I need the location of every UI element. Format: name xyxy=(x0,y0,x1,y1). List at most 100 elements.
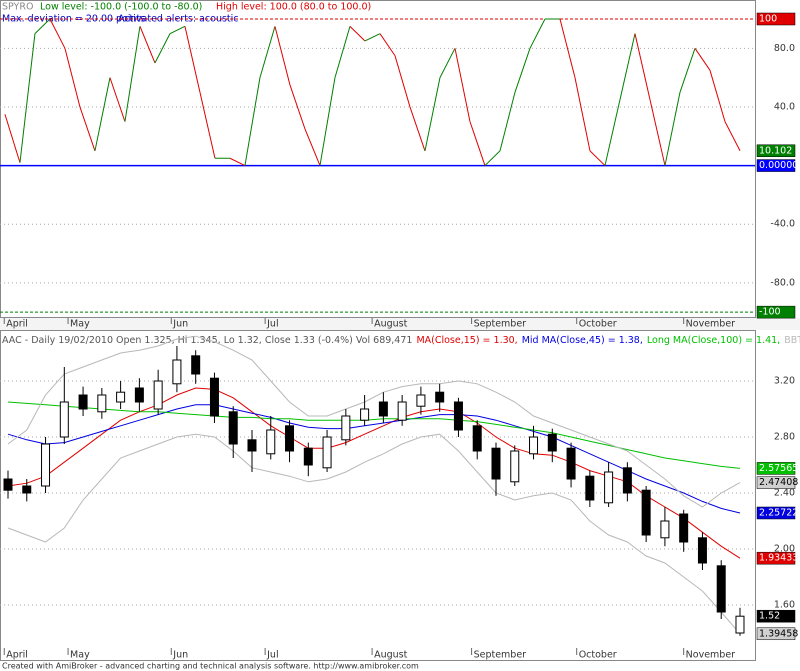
month-label: May xyxy=(70,319,90,330)
candle-body xyxy=(453,401,463,431)
oscillator-segment xyxy=(364,33,381,42)
max-deviation: Max. deviation = 20.00 points xyxy=(2,14,145,25)
oscillator-segment xyxy=(34,18,51,35)
oscillator-segment xyxy=(274,26,291,86)
indicator-line xyxy=(7,404,741,514)
value-tag xyxy=(756,506,796,520)
oscillator-segment xyxy=(724,121,741,151)
candle-body xyxy=(472,425,482,452)
oscillator-segment xyxy=(79,106,96,152)
y-tick-label: 80.0 xyxy=(774,43,795,54)
oscillator-segment xyxy=(454,48,471,122)
candle-body xyxy=(209,377,219,417)
oscillator-segment xyxy=(4,114,21,163)
candle-body xyxy=(716,565,726,613)
candle-body xyxy=(679,513,689,543)
price-header: AAC - Daily 19/02/2010 Open 1.325, Hi 1.… xyxy=(2,335,800,346)
indicator-line xyxy=(7,335,741,508)
month-label: August xyxy=(374,650,408,661)
value-tag-label: 10.102 xyxy=(759,145,792,156)
oscillator-segment xyxy=(169,25,186,35)
value-tag xyxy=(756,305,796,319)
indicator-line xyxy=(7,433,741,635)
value-tag-label: 1.39458 xyxy=(759,628,798,639)
indicator-name: SPYRO xyxy=(2,2,33,13)
month-label: May xyxy=(70,650,90,661)
month-label: November xyxy=(686,319,736,330)
value-tag-label: 2.57565 xyxy=(759,463,798,474)
candle-body xyxy=(510,450,520,483)
oscillator-segment xyxy=(484,150,501,166)
oscillator-segment xyxy=(709,70,726,122)
legend-entry: BBTop(Close,15,2) = 1.37, BB xyxy=(784,335,800,346)
oscillator-segment xyxy=(259,26,276,78)
value-tag xyxy=(756,551,796,565)
value-tag xyxy=(756,159,796,172)
oscillator-segment xyxy=(499,92,516,152)
value-tag xyxy=(756,627,796,641)
candle-body xyxy=(322,436,332,469)
oscillator-segment xyxy=(124,26,141,122)
month-label: October xyxy=(579,650,617,661)
legend-entry: Mid MA(Close,45) = 1.38, xyxy=(522,335,643,346)
value-tag xyxy=(756,476,796,489)
oscillator-segment xyxy=(559,18,576,78)
candle-body xyxy=(153,380,163,410)
candle-body xyxy=(604,471,614,504)
y-tick-label: 3.20 xyxy=(774,376,795,387)
oscillator-segment xyxy=(199,92,216,159)
candle-body xyxy=(378,401,388,417)
month-label: October xyxy=(579,319,617,330)
oscillator-segment xyxy=(109,77,126,122)
oscillator-segment xyxy=(19,33,36,163)
month-label: Jul xyxy=(266,319,278,330)
oscillator-segment xyxy=(349,25,366,42)
oscillator-segment xyxy=(139,26,156,64)
candle-body xyxy=(660,520,670,539)
month-label: Jun xyxy=(172,319,188,330)
candle-body xyxy=(97,394,107,413)
oscillator-segment xyxy=(694,48,711,71)
oscillator-segment xyxy=(64,48,81,108)
y-tick-label: 1.60 xyxy=(774,600,795,611)
candle-body xyxy=(416,394,426,407)
candle-body xyxy=(435,391,445,403)
value-tag-label: 2.47408 xyxy=(759,477,798,488)
value-tag xyxy=(756,12,796,26)
month-label: August xyxy=(374,319,408,330)
value-tag-label: -100 xyxy=(759,307,781,318)
candle-body xyxy=(228,411,238,445)
candle-body xyxy=(566,447,576,480)
y-tick-label: 40.0 xyxy=(774,101,795,112)
candle-body xyxy=(585,475,595,501)
oscillator-segment xyxy=(424,77,441,152)
low-level: Low level: -100.0 (-100.0 to -80.0) xyxy=(40,2,202,13)
oscillator-segment xyxy=(619,33,636,100)
candle-body xyxy=(41,443,51,487)
oscillator-segment xyxy=(319,77,336,166)
oscillator-segment xyxy=(574,77,591,152)
value-tag-label: 1.52 xyxy=(759,611,780,622)
oscillator-segment xyxy=(244,77,261,166)
oscillator-segment xyxy=(379,33,396,56)
candle-body xyxy=(697,537,707,564)
indicator-line xyxy=(7,387,741,559)
candle-body xyxy=(172,359,182,385)
oscillator-segment xyxy=(184,26,201,93)
month-label: September xyxy=(474,650,527,661)
legend-entry: MA(Close,15) = 1.30, xyxy=(416,335,517,346)
oscillator-segment xyxy=(304,128,321,166)
date-strip xyxy=(0,318,800,330)
oscillator-segment xyxy=(664,92,681,166)
candle-body xyxy=(134,387,144,403)
candle-body xyxy=(78,394,88,410)
value-tag xyxy=(756,144,796,158)
candle-body xyxy=(285,425,295,452)
candle-body xyxy=(22,485,32,494)
y-tick-label: 2.40 xyxy=(774,488,795,499)
oscillator-pane xyxy=(0,0,756,318)
candle-body xyxy=(116,391,126,403)
oscillator-segment xyxy=(649,99,666,166)
